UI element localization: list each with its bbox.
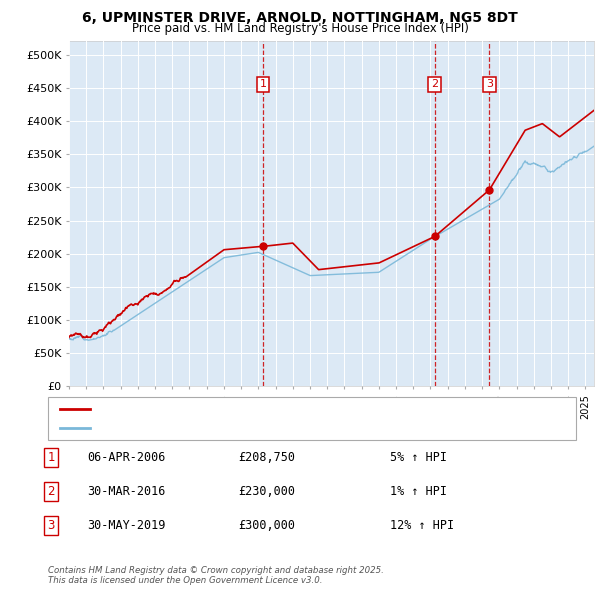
Text: 2: 2 — [47, 485, 55, 498]
Text: 5% ↑ HPI: 5% ↑ HPI — [390, 451, 447, 464]
Text: 1% ↑ HPI: 1% ↑ HPI — [390, 485, 447, 498]
Text: 6, UPMINSTER DRIVE, ARNOLD, NOTTINGHAM, NG5 8DT (detached house): 6, UPMINSTER DRIVE, ARNOLD, NOTTINGHAM, … — [96, 404, 481, 414]
Text: Contains HM Land Registry data © Crown copyright and database right 2025.
This d: Contains HM Land Registry data © Crown c… — [48, 566, 384, 585]
Text: 06-APR-2006: 06-APR-2006 — [87, 451, 166, 464]
Text: £300,000: £300,000 — [239, 519, 296, 532]
Text: 2: 2 — [431, 80, 439, 90]
Text: £208,750: £208,750 — [239, 451, 296, 464]
Text: 12% ↑ HPI: 12% ↑ HPI — [390, 519, 454, 532]
Text: 1: 1 — [259, 80, 266, 90]
Text: Price paid vs. HM Land Registry's House Price Index (HPI): Price paid vs. HM Land Registry's House … — [131, 22, 469, 35]
Text: 1: 1 — [47, 451, 55, 464]
Text: 6, UPMINSTER DRIVE, ARNOLD, NOTTINGHAM, NG5 8DT: 6, UPMINSTER DRIVE, ARNOLD, NOTTINGHAM, … — [82, 11, 518, 25]
Text: 30-MAY-2019: 30-MAY-2019 — [87, 519, 166, 532]
Text: 3: 3 — [47, 519, 55, 532]
Text: HPI: Average price, detached house, Gedling: HPI: Average price, detached house, Gedl… — [96, 422, 329, 432]
Text: 30-MAR-2016: 30-MAR-2016 — [87, 485, 166, 498]
Text: £230,000: £230,000 — [239, 485, 296, 498]
Text: 3: 3 — [486, 80, 493, 90]
